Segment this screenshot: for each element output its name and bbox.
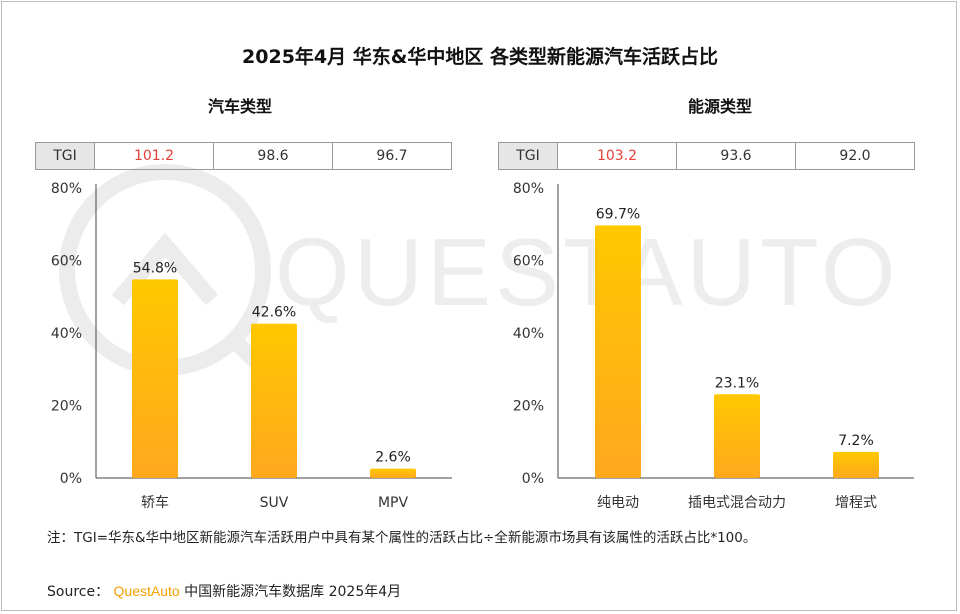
tgi-value: 93.6 — [676, 142, 796, 170]
y-tick-label: 80% — [513, 181, 544, 197]
bar-value-label: 23.1% — [715, 375, 759, 391]
chart-title: 2025年4月 华东&华中地区 各类型新能源汽车活跃占比 — [242, 46, 718, 68]
y-tick-label: 60% — [51, 254, 82, 270]
tgi-value: 101.2 — [94, 142, 214, 170]
panel-subtitle-vehicle-type: 汽车类型 — [207, 97, 272, 116]
source-text: 中国新能源汽车数据库 2025年4月 — [184, 584, 402, 600]
y-tick-label: 0% — [522, 471, 544, 487]
bar — [370, 468, 416, 478]
bar-value-label: 54.8% — [133, 260, 177, 276]
x-tick-label: MPV — [378, 495, 409, 511]
y-tick-label: 0% — [60, 471, 82, 487]
bar — [132, 279, 178, 478]
bar — [714, 394, 760, 478]
footnote: 注：TGI=华东&华中地区新能源汽车活跃用户中具有某个属性的活跃占比÷全新能源市… — [47, 530, 757, 546]
y-tick-label: 20% — [51, 399, 82, 415]
x-tick-label: 纯电动 — [597, 495, 639, 511]
tgi-value: 98.6 — [213, 142, 333, 170]
y-tick-label: 80% — [51, 181, 82, 197]
y-tick-label: 40% — [513, 326, 544, 342]
x-tick-label: SUV — [260, 495, 289, 511]
bar-value-label: 42.6% — [252, 305, 296, 321]
source-line: Source： QuestAuto 中国新能源汽车数据库 2025年4月 — [47, 581, 401, 601]
tgi-value: 96.7 — [332, 142, 452, 170]
tgi-label: TGI — [498, 142, 558, 170]
tgi-table-energy-type: TGI 103.2 93.6 92.0 — [498, 142, 915, 170]
bar-value-label: 69.7% — [596, 206, 640, 222]
x-tick-label: 增程式 — [835, 495, 877, 511]
tgi-table-vehicle-type: TGI 101.2 98.6 96.7 — [35, 142, 452, 170]
y-tick-label: 40% — [51, 326, 82, 342]
y-tick-label: 20% — [513, 399, 544, 415]
source-brand: QuestAuto — [113, 583, 180, 599]
tgi-value: 103.2 — [557, 142, 677, 170]
tgi-value: 92.0 — [795, 142, 915, 170]
bar — [833, 451, 879, 478]
y-tick-label: 60% — [513, 254, 544, 270]
bar — [251, 323, 297, 478]
x-tick-label: 轿车 — [141, 494, 169, 511]
source-prefix: Source： — [47, 584, 110, 600]
bar — [595, 225, 641, 478]
bar-value-label: 2.6% — [375, 450, 411, 466]
tgi-label: TGI — [35, 142, 95, 170]
bar-value-label: 7.2% — [838, 433, 874, 449]
x-tick-label: 插电式混合动力 — [688, 495, 786, 511]
panel-subtitle-energy-type: 能源类型 — [687, 97, 752, 116]
